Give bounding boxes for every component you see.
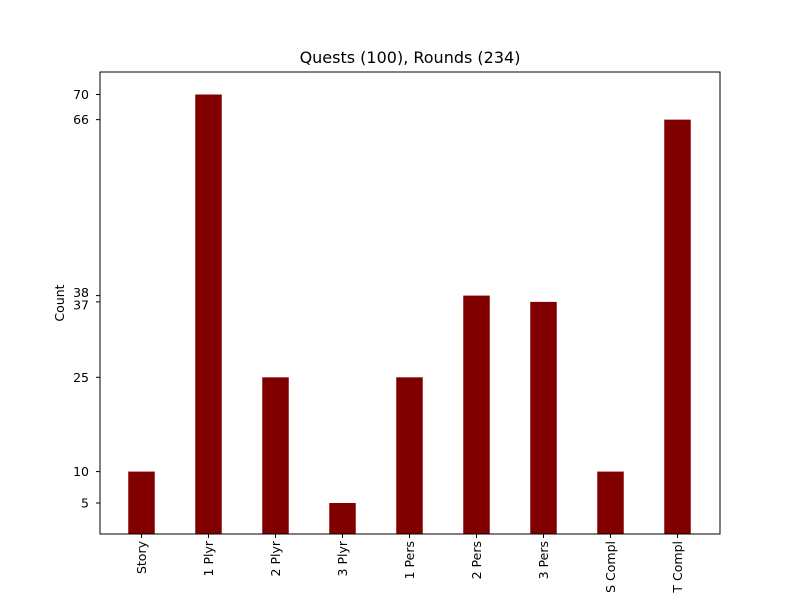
bar-3-plyr bbox=[329, 503, 356, 534]
x-tick-label: T Compl bbox=[670, 541, 685, 594]
bar-2-pers bbox=[463, 295, 490, 534]
bar-2-plyr bbox=[262, 377, 289, 534]
y-axis-label: Count bbox=[52, 284, 67, 321]
x-tick-label: 3 Pers bbox=[536, 541, 551, 579]
y-tick-label: 70 bbox=[73, 87, 89, 102]
x-axis-ticks: Story 1 Plyr 2 Plyr 3 Plyr 1 Pers 2 Pers 3 Per… bbox=[134, 534, 685, 594]
bar-t-compl bbox=[664, 119, 691, 534]
bar-s-compl bbox=[597, 471, 624, 534]
chart-title: Quests (100), Rounds (234) bbox=[300, 48, 521, 67]
plot-frame bbox=[99, 71, 721, 535]
y-tick-label: 5 bbox=[81, 496, 89, 511]
y-tick-label: 38 bbox=[73, 285, 89, 300]
x-tick-label: 2 Pers bbox=[469, 541, 484, 579]
y-tick-label: 10 bbox=[73, 464, 89, 479]
y-tick-label: 66 bbox=[73, 112, 89, 127]
y-tick-label: 37 bbox=[73, 297, 89, 312]
bar-story bbox=[128, 471, 155, 534]
bar-1-plyr bbox=[195, 94, 222, 534]
x-tick-label: Story bbox=[134, 540, 149, 574]
x-tick-label: 3 Plyr bbox=[335, 540, 350, 576]
x-tick-label: 1 Plyr bbox=[201, 540, 216, 576]
bar-1-pers bbox=[396, 377, 423, 534]
bars-group bbox=[128, 94, 691, 534]
y-tick-label: 25 bbox=[73, 370, 89, 385]
x-tick-label: 1 Pers bbox=[402, 541, 417, 579]
x-tick-label: 2 Plyr bbox=[268, 540, 283, 576]
bar-3-pers bbox=[530, 301, 557, 534]
x-tick-label: S Compl bbox=[603, 541, 618, 593]
